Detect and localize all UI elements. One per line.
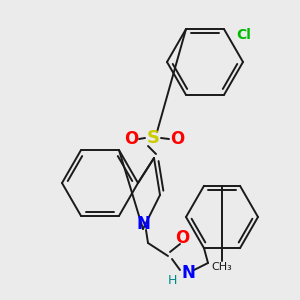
Text: CH₃: CH₃: [212, 262, 233, 272]
Text: Cl: Cl: [236, 28, 251, 42]
Text: O: O: [124, 130, 138, 148]
Text: N: N: [136, 215, 150, 233]
Text: S: S: [146, 129, 160, 147]
Text: O: O: [175, 229, 189, 247]
Text: N: N: [181, 264, 195, 282]
Text: H: H: [167, 274, 177, 287]
Text: O: O: [170, 130, 184, 148]
